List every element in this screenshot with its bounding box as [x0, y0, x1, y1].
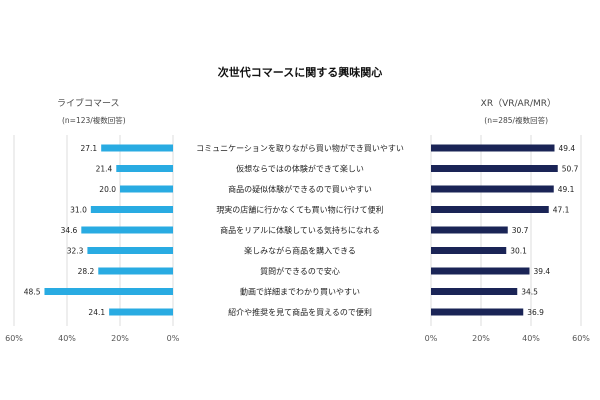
left-series-note: (n=123/複数回答)	[62, 115, 126, 125]
left-bar	[120, 185, 173, 193]
category-label: 商品をリアルに体験している気持ちになれる	[220, 225, 380, 235]
left-bar	[116, 165, 173, 172]
left-series-name: ライブコマース	[57, 97, 120, 109]
left-axis-tick: 0%	[167, 334, 180, 343]
left-bar	[87, 247, 173, 254]
right-value-label: 39.4	[534, 267, 551, 276]
right-bar	[431, 267, 530, 275]
chart-title: 次世代コマースに関する興味関心	[218, 65, 382, 79]
right-series-name: XR（VR/AR/MR）	[481, 98, 556, 109]
left-value-label: 32.3	[67, 247, 84, 256]
left-axis-tick: 20%	[111, 334, 129, 343]
left-value-label: 31.0	[70, 206, 87, 215]
category-label: コミュニケーションを取りながら買い物ができ買いやすい	[196, 143, 404, 153]
left-value-label: 24.1	[88, 308, 105, 317]
right-series-note: (n=285/複数回答)	[484, 115, 548, 125]
left-value-label: 28.2	[78, 267, 95, 276]
category-label: 商品の疑似体験ができるので買いやすい	[228, 184, 372, 194]
left-axis-tick: 40%	[58, 334, 76, 343]
right-bar	[431, 185, 554, 193]
left-value-label: 21.4	[96, 165, 113, 174]
right-axis-tick: 0%	[425, 334, 438, 343]
category-label: 楽しみながら商品を購入できる	[244, 246, 356, 256]
bars-layer	[44, 144, 558, 316]
right-bar	[431, 247, 507, 254]
left-bar	[81, 226, 173, 234]
category-label: 紹介や推奨を見て商品を買えるので便利	[228, 307, 372, 317]
left-bar	[44, 288, 173, 295]
right-bar	[431, 308, 524, 316]
labels-layer: 27.1 49.4 コミュニケーションを取りながら買い物ができ買いやすい 21.4 50…	[24, 143, 579, 317]
right-value-label: 30.1	[510, 247, 527, 256]
axis-ticks: 60% 40% 20% 0% 0% 20% 40% 60%	[5, 334, 590, 343]
right-bar	[431, 288, 518, 295]
right-bar	[431, 165, 558, 172]
category-label: 現実の店舗に行かなくても買い物に行けて便利	[216, 205, 383, 215]
right-axis-tick: 20%	[472, 334, 490, 343]
left-value-label: 20.0	[99, 185, 116, 194]
right-value-label: 49.4	[559, 144, 576, 153]
left-bar	[98, 267, 173, 275]
right-bar	[431, 226, 508, 234]
right-axis-tick: 60%	[572, 334, 590, 343]
right-value-label: 47.1	[553, 206, 570, 215]
right-value-label: 30.7	[512, 226, 529, 235]
right-axis-tick: 40%	[522, 334, 540, 343]
right-value-label: 50.7	[562, 165, 579, 174]
category-label: 質問ができるので安心	[260, 266, 340, 276]
category-label: 動画で詳細までわかり買いやすい	[240, 287, 360, 297]
right-bar	[431, 206, 549, 213]
left-bar	[101, 144, 173, 152]
left-bar	[90, 206, 173, 213]
right-value-label: 36.9	[527, 308, 544, 317]
right-bar	[431, 144, 555, 152]
left-axis-tick: 60%	[5, 334, 23, 343]
left-bar	[109, 308, 173, 316]
right-value-label: 34.5	[521, 288, 538, 297]
left-value-label: 27.1	[80, 144, 97, 153]
left-value-label: 48.5	[24, 288, 41, 297]
left-value-label: 34.6	[61, 226, 78, 235]
category-label: 仮想ならではの体験ができて楽しい	[236, 164, 364, 174]
right-value-label: 49.1	[558, 185, 575, 194]
